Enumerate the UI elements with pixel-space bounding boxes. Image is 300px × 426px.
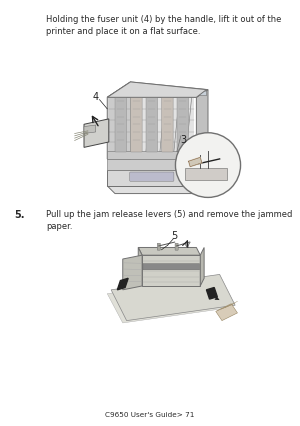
FancyBboxPatch shape — [130, 172, 174, 181]
FancyBboxPatch shape — [175, 243, 178, 250]
Polygon shape — [206, 288, 217, 299]
Text: 5.: 5. — [14, 210, 25, 219]
Polygon shape — [107, 82, 208, 97]
Polygon shape — [107, 82, 130, 159]
Polygon shape — [107, 170, 196, 186]
Polygon shape — [196, 89, 208, 159]
Circle shape — [183, 173, 189, 180]
Polygon shape — [107, 278, 231, 323]
Text: 5: 5 — [172, 231, 178, 241]
Polygon shape — [200, 248, 204, 286]
Circle shape — [176, 133, 241, 197]
Polygon shape — [142, 255, 200, 286]
Polygon shape — [107, 151, 196, 159]
Polygon shape — [117, 278, 128, 290]
FancyBboxPatch shape — [161, 93, 173, 152]
Text: Pull up the jam release levers (5) and remove the jammed
paper.: Pull up the jam release levers (5) and r… — [46, 210, 293, 231]
FancyBboxPatch shape — [157, 243, 160, 250]
Polygon shape — [109, 96, 194, 155]
Polygon shape — [107, 159, 196, 170]
FancyBboxPatch shape — [130, 93, 142, 152]
Polygon shape — [130, 83, 206, 96]
Text: C9650 User's Guide> 71: C9650 User's Guide> 71 — [105, 412, 195, 418]
Polygon shape — [84, 119, 109, 147]
Polygon shape — [84, 125, 96, 133]
Polygon shape — [111, 274, 235, 321]
Polygon shape — [138, 248, 142, 286]
Text: Holding the fuser unit (4) by the handle, lift it out of the
printer and place i: Holding the fuser unit (4) by the handle… — [46, 15, 282, 36]
Polygon shape — [107, 186, 204, 193]
Polygon shape — [189, 157, 202, 167]
Text: 3: 3 — [180, 135, 186, 145]
FancyBboxPatch shape — [146, 93, 158, 152]
FancyBboxPatch shape — [115, 93, 127, 152]
Polygon shape — [138, 248, 200, 255]
Polygon shape — [123, 255, 142, 290]
FancyBboxPatch shape — [143, 264, 200, 270]
Polygon shape — [216, 304, 238, 321]
Polygon shape — [107, 82, 206, 97]
FancyBboxPatch shape — [177, 93, 189, 152]
Text: 4: 4 — [93, 92, 99, 102]
Polygon shape — [185, 168, 227, 181]
